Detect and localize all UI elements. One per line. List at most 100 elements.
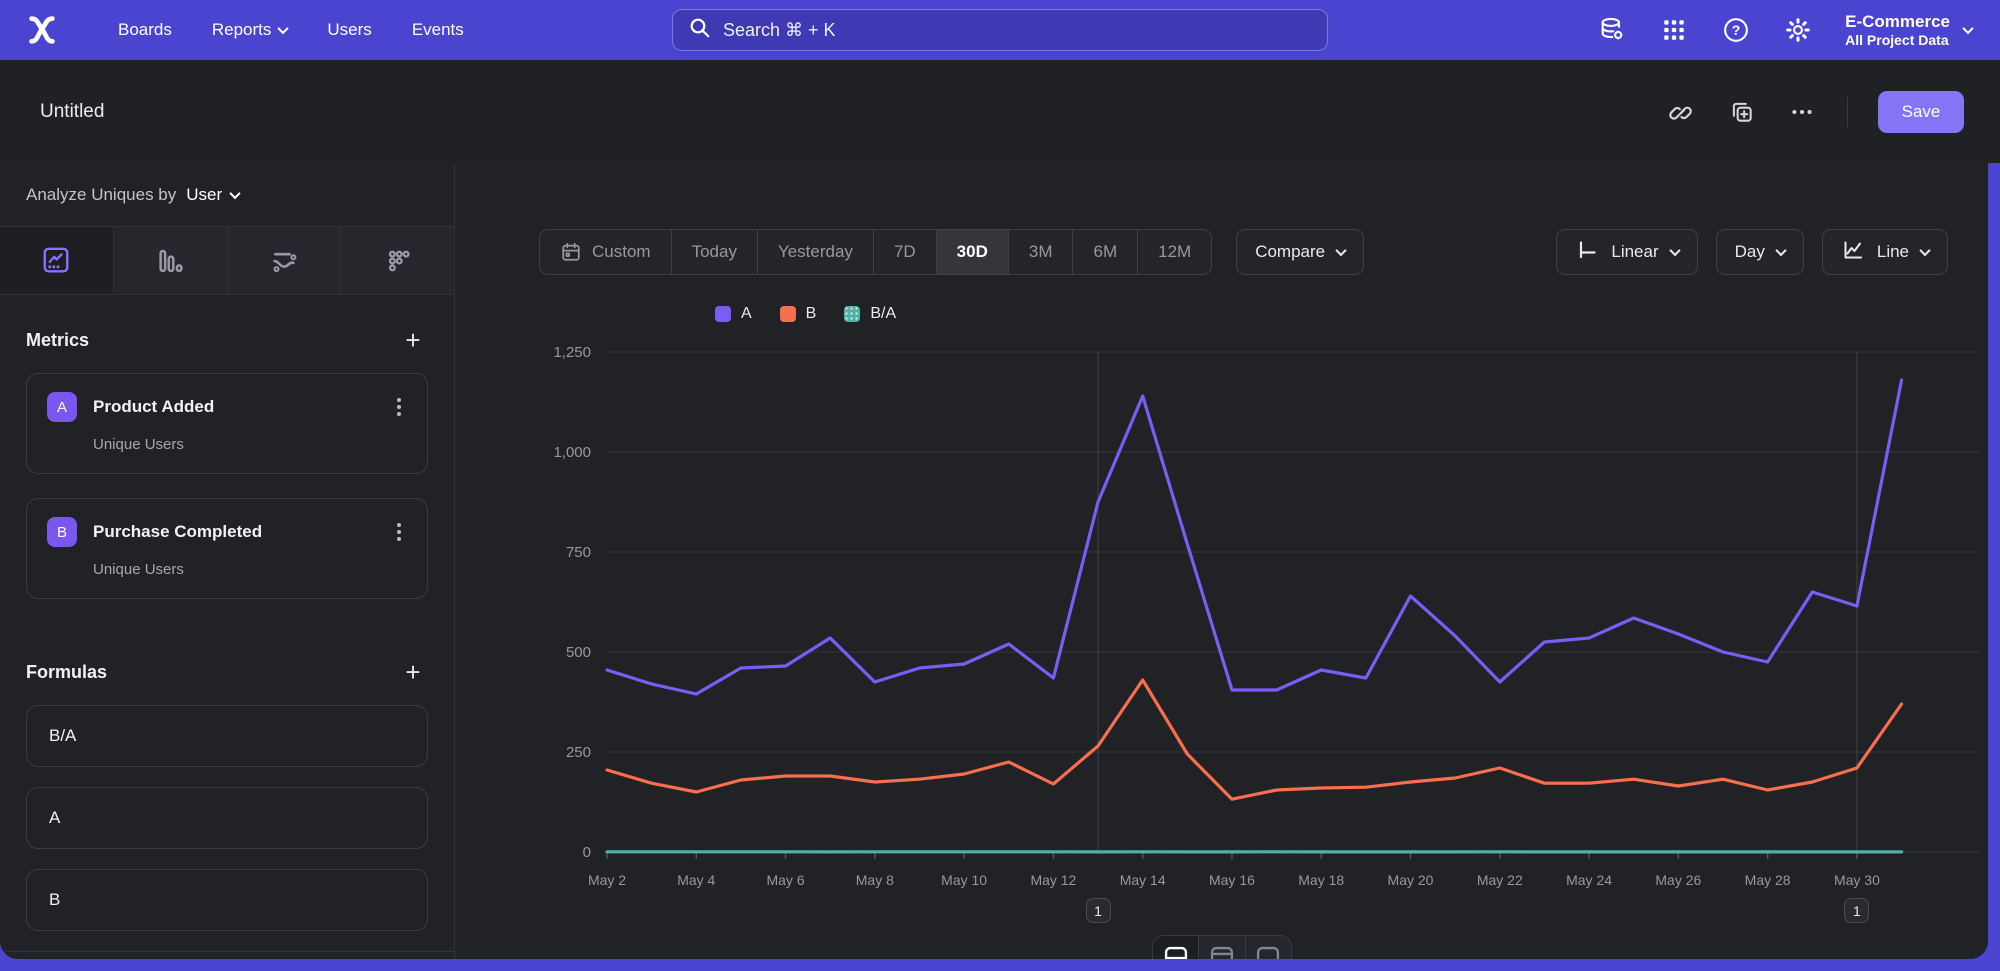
legend-item-b-a[interactable]: B/A xyxy=(844,305,896,323)
annotation-badge[interactable]: 1 xyxy=(1085,898,1111,923)
layout-switcher xyxy=(1152,935,1292,959)
svg-text:May 10: May 10 xyxy=(941,872,987,888)
interval-button[interactable]: Day xyxy=(1715,229,1804,275)
divider xyxy=(1847,96,1848,127)
add-formula-button[interactable]: + xyxy=(398,657,428,687)
svg-text:May 22: May 22 xyxy=(1477,872,1523,888)
annotation-badge[interactable]: 1 xyxy=(1844,898,1870,923)
report-title[interactable]: Untitled xyxy=(40,100,105,122)
chart-legend: A B B/A xyxy=(715,305,896,323)
svg-text:May 8: May 8 xyxy=(856,872,894,888)
svg-text:750: 750 xyxy=(566,544,591,561)
calendar-icon xyxy=(560,241,582,263)
metric-name: Product Added xyxy=(93,397,215,416)
tab-insights-line[interactable] xyxy=(0,227,114,294)
svg-text:May 14: May 14 xyxy=(1120,872,1166,888)
save-button[interactable]: Save xyxy=(1878,90,1964,133)
chevron-down-icon xyxy=(229,187,241,199)
svg-text:May 26: May 26 xyxy=(1655,872,1701,888)
chevron-down-icon xyxy=(277,22,290,35)
svg-text:May 28: May 28 xyxy=(1745,872,1791,888)
data-management-icon[interactable] xyxy=(1597,15,1627,45)
copy-link-icon[interactable] xyxy=(1667,97,1697,127)
range-yesterday[interactable]: Yesterday xyxy=(757,230,874,274)
line-chart-icon xyxy=(1841,238,1865,267)
chevron-down-icon xyxy=(1962,22,1974,35)
nav-item-events[interactable]: Events xyxy=(411,20,464,39)
apps-grid-icon[interactable] xyxy=(1659,15,1689,45)
range-today[interactable]: Today xyxy=(671,230,758,274)
metric-letter-badge: A xyxy=(47,392,77,422)
svg-text:1,000: 1,000 xyxy=(553,444,591,461)
svg-text:May 2: May 2 xyxy=(588,872,626,888)
metric-card-b[interactable]: B Purchase Completed Unique Users xyxy=(26,498,428,599)
layout-chart-button[interactable] xyxy=(1199,936,1246,959)
nav-item-reports[interactable]: Reports xyxy=(196,10,304,50)
metric-card-a[interactable]: A Product Added Unique Users xyxy=(26,373,428,474)
search-icon xyxy=(689,17,711,44)
svg-text:May 20: May 20 xyxy=(1388,872,1434,888)
more-options-icon[interactable] xyxy=(1787,97,1817,127)
metric-aggregation: Unique Users xyxy=(93,561,184,578)
svg-text:May 24: May 24 xyxy=(1566,872,1612,888)
nav-item-users[interactable]: Users xyxy=(327,20,372,39)
tab-bar-chart[interactable] xyxy=(113,227,228,294)
tab-retention[interactable] xyxy=(341,227,454,294)
project-switcher[interactable]: E-Commerce All Project Data xyxy=(1845,11,1974,50)
legend-swatch xyxy=(779,306,796,322)
svg-text:May 12: May 12 xyxy=(1030,872,1076,888)
chart-panel: Custom Today Yesterday 7D 30D 3M 6M 12M Compare… xyxy=(455,163,1988,959)
search-input[interactable]: Search ⌘ + K xyxy=(672,9,1328,51)
report-body: Analyze Uniques by User xyxy=(0,163,1988,959)
formula-card-a[interactable]: A xyxy=(26,787,428,849)
chart-toolbar: Custom Today Yesterday 7D 30D 3M 6M 12M Compare… xyxy=(539,229,1948,275)
formula-card-b[interactable]: B xyxy=(26,869,428,931)
tab-flows[interactable] xyxy=(227,227,342,294)
analyze-label: Analyze Uniques by xyxy=(26,184,177,204)
svg-text:May 6: May 6 xyxy=(766,872,804,888)
svg-text:0: 0 xyxy=(583,844,591,861)
help-icon[interactable]: ? xyxy=(1721,15,1751,45)
report-title-bar: Untitled Save xyxy=(0,60,2000,163)
metric-aggregation: Unique Users xyxy=(93,436,184,453)
legend-item-b[interactable]: B xyxy=(779,305,816,323)
query-sidebar: Analyze Uniques by User xyxy=(0,163,455,959)
svg-text:May 30: May 30 xyxy=(1834,872,1880,888)
metric-options-icon[interactable] xyxy=(391,396,407,418)
range-3m[interactable]: 3M xyxy=(1008,230,1074,274)
project-name: E-Commerce xyxy=(1845,11,1950,31)
mixpanel-logo-icon[interactable] xyxy=(24,12,60,48)
compare-button[interactable]: Compare xyxy=(1236,229,1365,275)
range-custom[interactable]: Custom xyxy=(540,230,672,274)
date-range-control: Custom Today Yesterday 7D 30D 3M 6M 12M xyxy=(539,229,1213,275)
duplicate-icon[interactable] xyxy=(1727,97,1757,127)
layout-table-button[interactable] xyxy=(1246,936,1291,959)
layout-split-button[interactable] xyxy=(1153,936,1200,959)
range-6m[interactable]: 6M xyxy=(1073,230,1139,274)
axis-scale-button[interactable]: Linear xyxy=(1556,229,1698,275)
chart-canvas: 0 250 500 750 1,000 1,250 May 2 May 4 May 6 May 8… xyxy=(553,344,1979,888)
formulas-title: Formulas xyxy=(26,661,108,682)
svg-text:May 4: May 4 xyxy=(677,872,715,888)
chart-type-button[interactable]: Line xyxy=(1821,229,1948,275)
metric-options-icon[interactable] xyxy=(391,521,407,543)
svg-text:May 16: May 16 xyxy=(1209,872,1255,888)
analyze-entity-dropdown[interactable]: User xyxy=(186,185,241,205)
legend-item-a[interactable]: A xyxy=(715,305,752,323)
top-nav: Boards Reports Users Events Search ⌘ + K xyxy=(0,0,2000,60)
legend-swatch xyxy=(844,306,861,322)
nav-item-boards[interactable]: Boards xyxy=(118,20,172,39)
add-metric-button[interactable]: + xyxy=(398,325,428,355)
range-30d[interactable]: 30D xyxy=(936,230,1009,274)
range-12m[interactable]: 12M xyxy=(1138,230,1212,274)
range-7d[interactable]: 7D xyxy=(873,230,937,274)
nav-items: Boards Reports Users Events xyxy=(102,10,480,50)
legend-swatch xyxy=(715,306,731,322)
analyze-row: Analyze Uniques by User xyxy=(0,163,454,227)
metric-letter-badge: B xyxy=(47,517,77,547)
svg-text:May 18: May 18 xyxy=(1298,872,1344,888)
metrics-title: Metrics xyxy=(26,329,90,350)
formula-card-b-a[interactable]: B/A xyxy=(26,705,428,767)
metric-list: A Product Added Unique Users B Purchase Comp… xyxy=(0,373,454,623)
settings-gear-icon[interactable] xyxy=(1783,15,1813,45)
